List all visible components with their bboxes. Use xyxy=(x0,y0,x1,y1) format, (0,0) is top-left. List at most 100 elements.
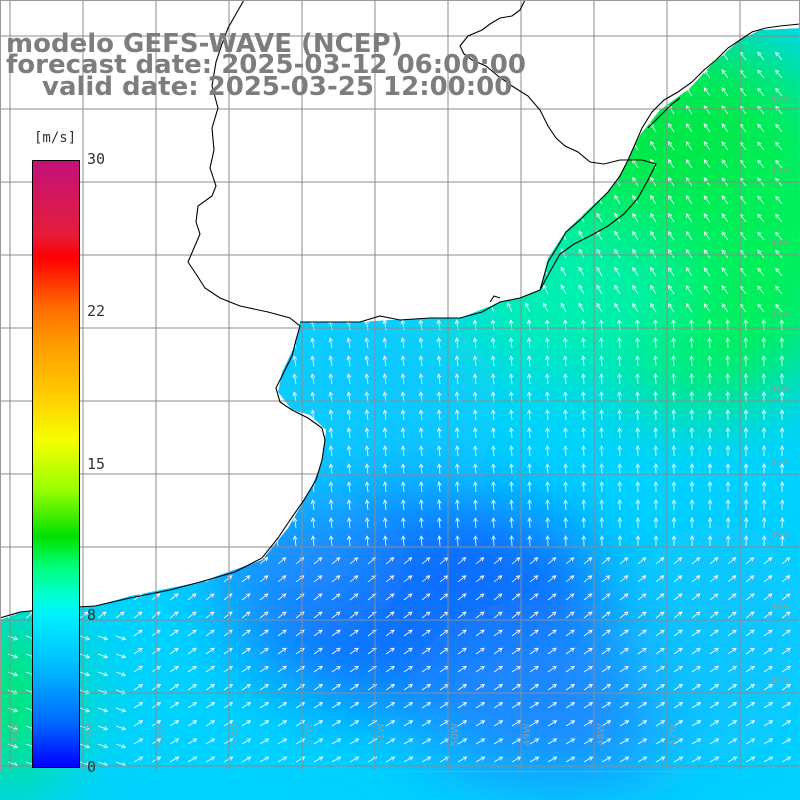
wind-arrow xyxy=(635,517,641,529)
wind-arrow xyxy=(691,593,701,601)
wind-arrow xyxy=(653,373,658,385)
wind-arrow xyxy=(347,535,352,547)
wind-arrow xyxy=(511,611,521,619)
wind-arrow xyxy=(527,463,532,475)
wind-arrow xyxy=(667,248,675,259)
wind-arrow xyxy=(596,248,603,259)
wind-arrow xyxy=(780,535,785,547)
wind-arrow xyxy=(761,481,767,493)
wind-arrow xyxy=(79,725,91,731)
wind-arrow xyxy=(277,575,287,583)
wind-arrow xyxy=(364,499,370,511)
wind-arrow xyxy=(617,499,623,511)
wind-arrow xyxy=(475,593,485,601)
wind-arrow xyxy=(671,445,677,457)
wind-arrow xyxy=(637,575,647,583)
wind-arrow xyxy=(727,756,738,763)
wind-arrow xyxy=(419,463,424,475)
wind-arrow xyxy=(527,373,532,385)
wind-arrow xyxy=(475,575,485,583)
wind-arrow xyxy=(614,230,621,241)
wind-arrow xyxy=(547,702,558,709)
wind-arrow xyxy=(685,195,693,205)
wind-arrow xyxy=(581,391,586,403)
wind-arrow xyxy=(364,463,370,475)
wind-arrow xyxy=(709,557,719,565)
wind-arrow xyxy=(565,702,576,709)
wind-arrow xyxy=(473,481,478,493)
wind-arrow xyxy=(691,756,702,763)
wind-arrow xyxy=(473,463,478,475)
wind-arrow xyxy=(583,756,594,763)
wind-arrow xyxy=(565,557,575,565)
wind-arrow xyxy=(583,575,593,583)
wind-arrow xyxy=(637,611,647,619)
wind-arrow xyxy=(491,445,496,457)
wind-arrow xyxy=(382,373,388,385)
wind-arrow xyxy=(169,647,179,655)
wind-arrow xyxy=(637,647,647,655)
wind-arrow xyxy=(472,373,478,385)
wind-arrow xyxy=(277,611,287,619)
wind-arrow xyxy=(421,593,431,601)
wind-arrow xyxy=(599,445,604,457)
wind-arrow xyxy=(313,611,323,619)
wind-arrow xyxy=(707,373,712,385)
wind-arrow xyxy=(547,684,558,691)
wind-arrow xyxy=(667,302,675,313)
wind-arrow xyxy=(655,557,665,565)
wind-arrow xyxy=(79,707,91,713)
wind-arrow xyxy=(635,445,640,457)
wind-arrow xyxy=(655,575,665,583)
wind-arrow xyxy=(617,517,623,529)
wind-arrow xyxy=(743,481,749,493)
wind-arrow xyxy=(667,122,675,133)
wind-arrow xyxy=(403,738,414,745)
wind-arrow xyxy=(727,629,737,637)
wind-arrow xyxy=(259,593,269,601)
wind-arrow xyxy=(727,647,737,655)
wind-arrow xyxy=(637,684,648,691)
wind-arrow xyxy=(703,123,711,133)
wind-arrow xyxy=(259,702,270,709)
wind-arrow xyxy=(671,463,677,475)
wind-arrow xyxy=(259,684,270,691)
wind-arrow xyxy=(761,373,767,385)
lon-label-50w: 50W xyxy=(450,723,461,746)
wind-arrow xyxy=(79,653,91,659)
wind-arrow xyxy=(475,557,485,565)
wind-arrow xyxy=(619,611,629,619)
wind-arrow xyxy=(400,445,406,457)
wind-arrow xyxy=(545,355,550,367)
wind-arrow xyxy=(511,575,521,583)
wind-arrow xyxy=(457,684,468,691)
wind-arrow xyxy=(382,409,388,421)
wind-arrow xyxy=(310,535,316,547)
wind-arrow xyxy=(364,445,370,457)
wind-arrow xyxy=(421,665,431,673)
wind-arrow xyxy=(619,756,630,763)
wind-arrow xyxy=(743,517,749,529)
wind-arrow xyxy=(331,738,342,745)
wind-arrow xyxy=(667,230,675,241)
wind-arrow xyxy=(775,285,783,295)
wind-arrow xyxy=(346,391,352,403)
lon-label-52w: 52W xyxy=(304,723,315,746)
wind-arrow xyxy=(223,756,234,763)
wind-arrow xyxy=(745,684,756,691)
wind-arrow xyxy=(617,535,623,547)
wind-arrow xyxy=(493,756,504,763)
wind-arrow xyxy=(493,720,504,727)
wind-arrow xyxy=(223,702,234,709)
wind-arrow xyxy=(79,743,91,749)
wind-arrow xyxy=(511,593,521,601)
wind-arrow xyxy=(97,635,109,641)
lat-label-34s: 34S xyxy=(770,238,790,249)
wind-arrow xyxy=(725,499,731,511)
wind-arrow xyxy=(259,629,269,637)
wind-arrow xyxy=(757,69,765,79)
wind-arrow xyxy=(419,481,424,493)
wind-arrow xyxy=(527,499,532,511)
wind-arrow xyxy=(743,535,749,547)
wind-arrow xyxy=(725,373,731,385)
